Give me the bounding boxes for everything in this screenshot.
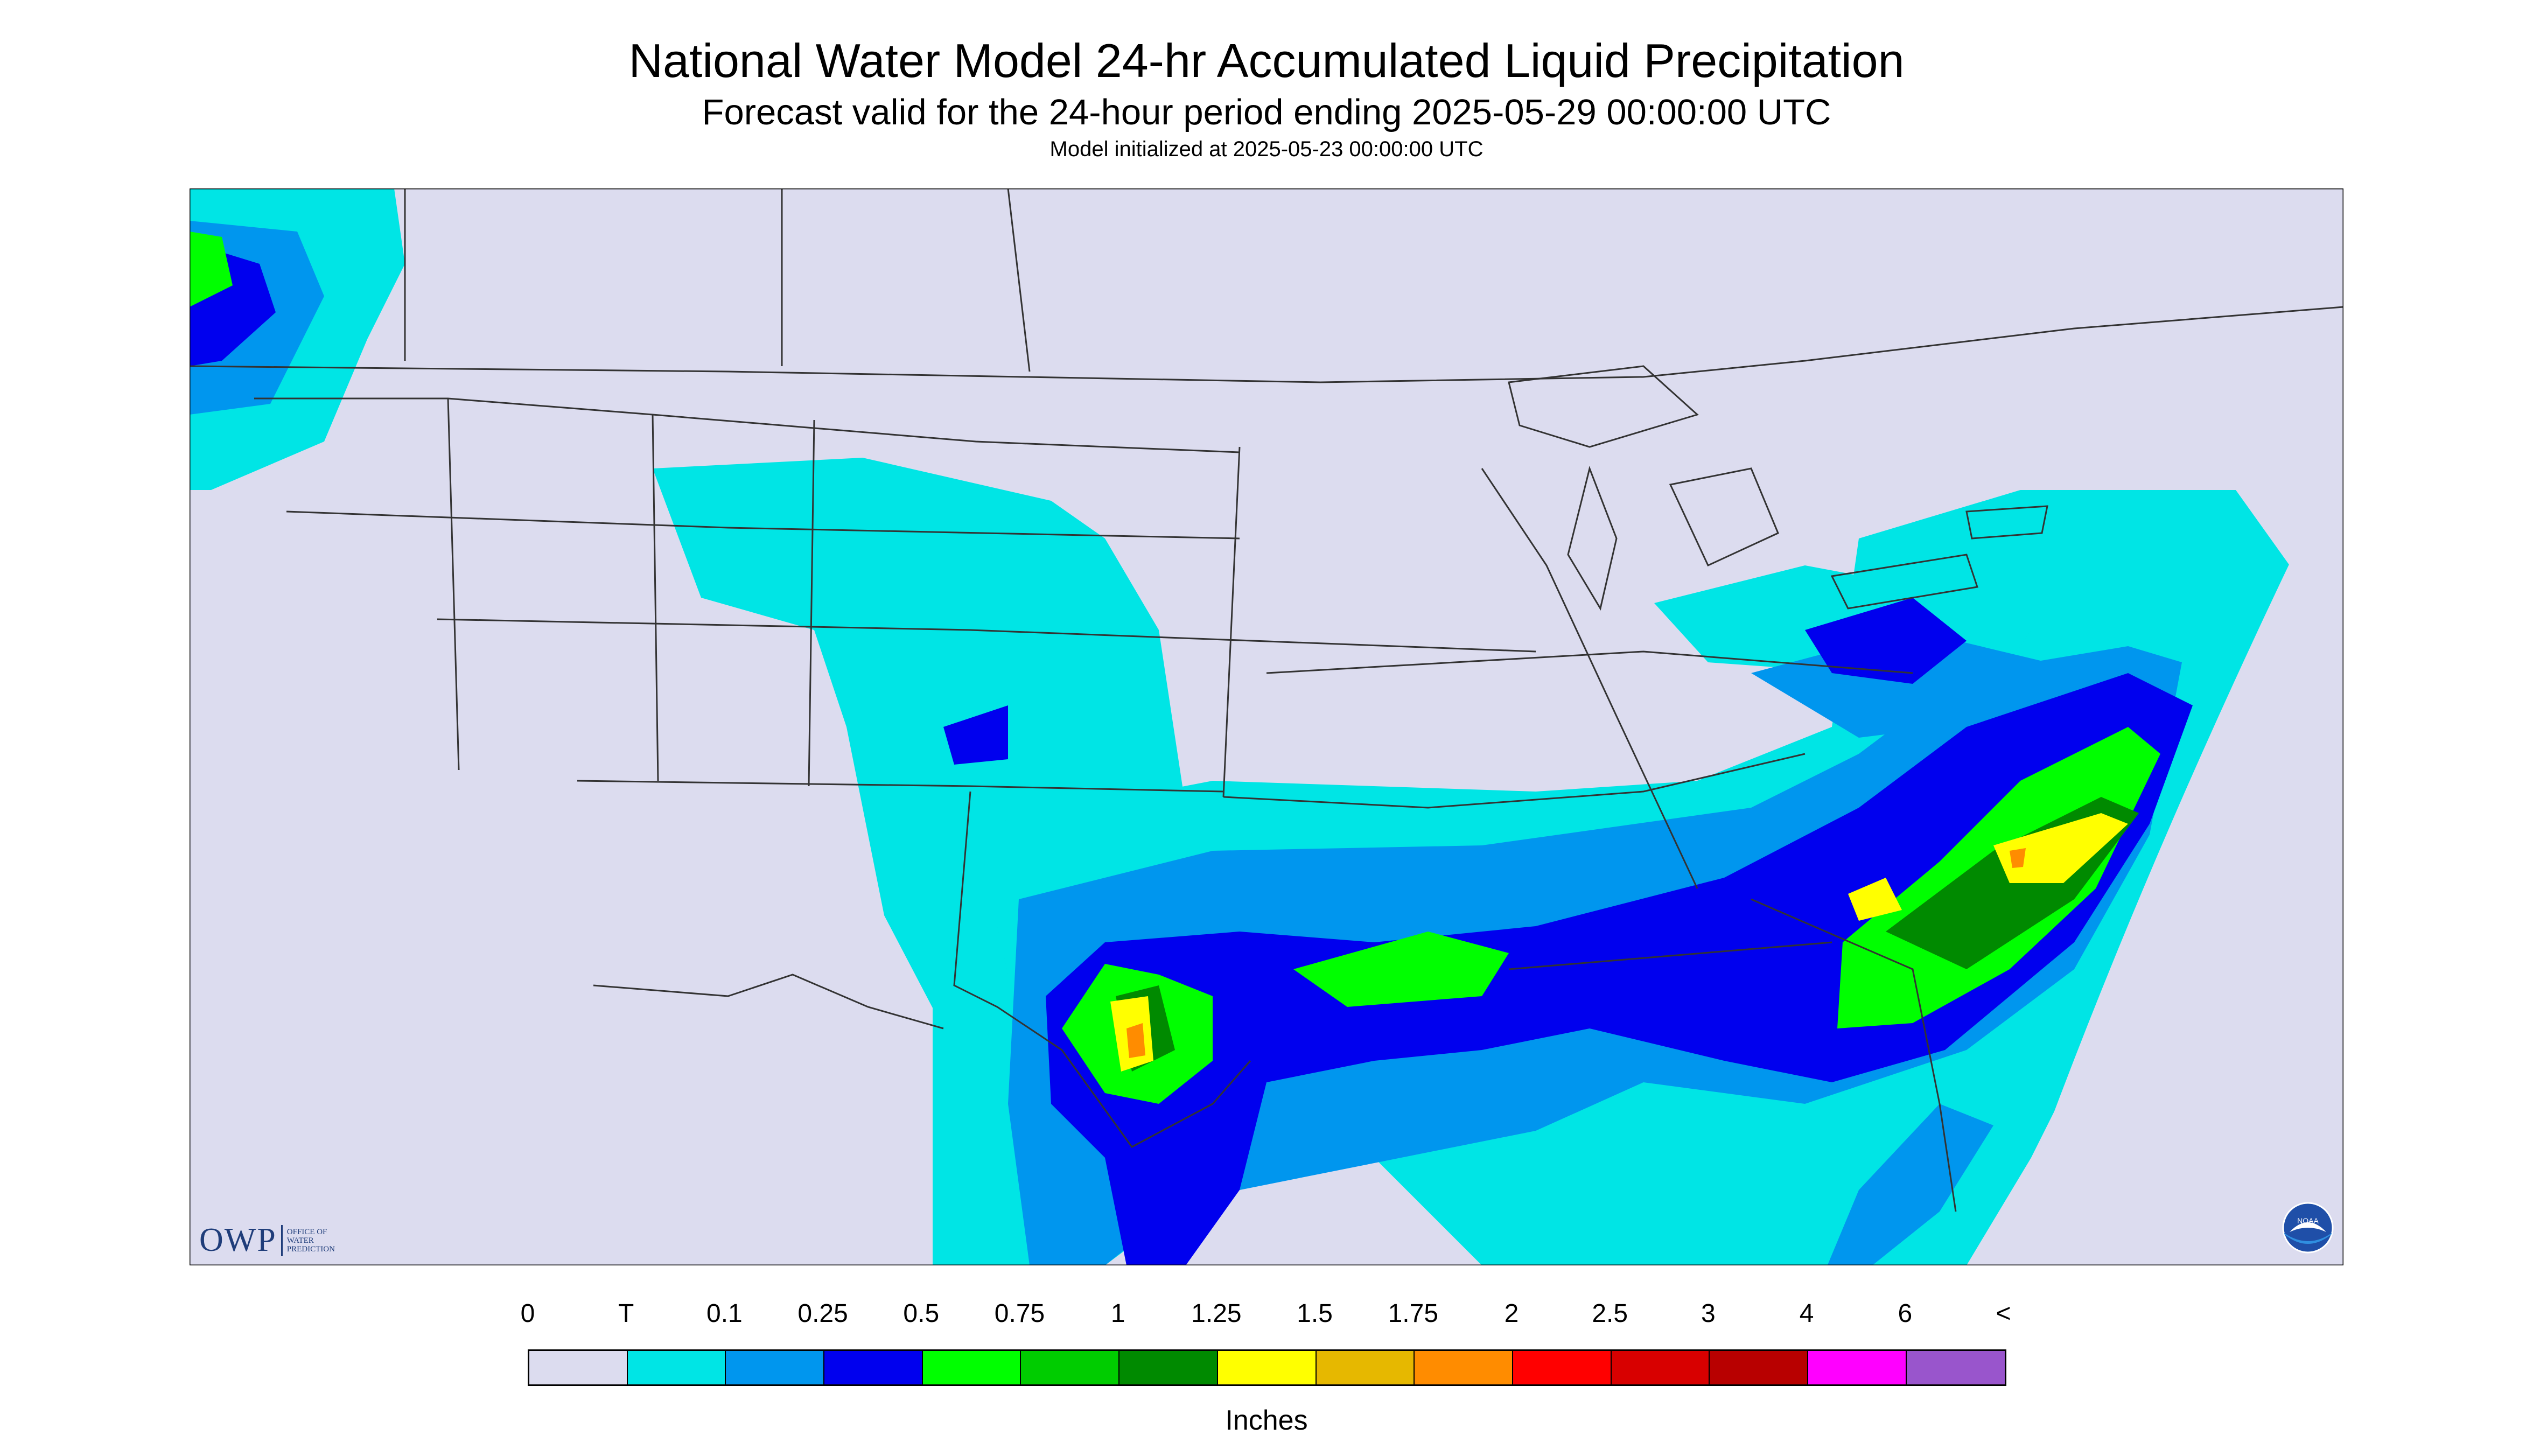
owp-logo-divider (281, 1224, 283, 1256)
owp-logo-mark: OWP (199, 1222, 277, 1258)
legend-units-label: Inches (1225, 1405, 1308, 1436)
legend-swatch (1808, 1351, 1907, 1384)
legend-tick-label: 0.25 (797, 1299, 848, 1328)
legend-tick-label: 1.25 (1191, 1299, 1242, 1328)
legend-swatch (824, 1351, 923, 1384)
model-init-line: Model initialized at 2025-05-23 00:00:00… (1049, 137, 1484, 161)
precip-field-moderate (190, 242, 2193, 1265)
legend-swatch (1021, 1351, 1120, 1384)
legend-swatch (922, 1351, 1021, 1384)
legend-tick-label: 2 (1504, 1299, 1519, 1328)
noaa-logo: NOAA (2282, 1202, 2334, 1254)
legend-swatch (1415, 1351, 1513, 1384)
legend-swatch (1217, 1351, 1317, 1384)
legend-swatch (1316, 1351, 1415, 1384)
legend-tick-label: 3 (1701, 1299, 1716, 1328)
legend-tick-label: T (618, 1299, 634, 1328)
legend-tick-label: 2.5 (1592, 1299, 1628, 1328)
outside-domain (190, 452, 2343, 1265)
legend-tick-label: 6 (1898, 1299, 1913, 1328)
legend-swatch (1119, 1351, 1218, 1384)
noaa-logo-mark: NOAA (2297, 1216, 2319, 1225)
legend-color-bar (528, 1349, 2007, 1386)
legend-tick-label: 0.5 (903, 1299, 940, 1328)
political-boundaries (190, 188, 2343, 1212)
legend-swatch (627, 1351, 726, 1384)
legend-tick-label: 4 (1799, 1299, 1814, 1328)
legend-swatch (1513, 1351, 1612, 1384)
map-subtitle: Forecast valid for the 24-hour period en… (702, 92, 1831, 132)
legend-tick-label: 0.75 (994, 1299, 1045, 1328)
legend-tick-label: 0 (520, 1299, 535, 1328)
map-title: National Water Model 24-hr Accumulated L… (628, 34, 1905, 87)
precip-field-max (1126, 848, 2026, 1058)
legend-tick-label: 1 (1110, 1299, 1125, 1328)
legend-swatch (1611, 1351, 1710, 1384)
legend-swatch (529, 1351, 628, 1384)
legend-swatch (726, 1351, 825, 1384)
legend-tick-label: 1.5 (1297, 1299, 1333, 1328)
owp-logo: OWP OFFICE OF WATER PREDICTION (199, 1221, 352, 1259)
owp-logo-text: OFFICE OF WATER PREDICTION (286, 1227, 335, 1254)
lake-outlines (1508, 365, 2048, 611)
legend-swatch (1710, 1351, 1808, 1384)
legend-swatch (1906, 1351, 2005, 1384)
legend-tick-label: < (1996, 1299, 2011, 1328)
legend-tick-label: 1.75 (1388, 1299, 1439, 1328)
legend-tick-label: 0.1 (706, 1299, 743, 1328)
precipitation-map (190, 188, 2343, 1265)
